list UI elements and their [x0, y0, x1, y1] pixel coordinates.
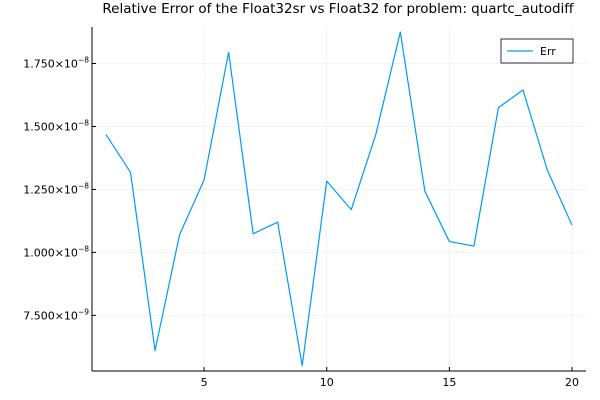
y-tick-label: 1.000×10−8 [23, 244, 89, 259]
y-tick-label: 1.250×10−8 [23, 181, 89, 196]
axes [91, 27, 586, 372]
legend-label: Err [540, 45, 556, 58]
legend: Err [500, 38, 574, 64]
x-tick-label: 5 [201, 376, 208, 389]
x-tick-label: 20 [565, 376, 579, 389]
series-line-err [105, 31, 573, 367]
grid [92, 27, 586, 371]
y-tick-label: 1.500×10−8 [23, 118, 89, 133]
tick-labels: 5 10 15 20 7.500×10−9 1.000×10−8 1.250×10−8 1.5… [23, 56, 579, 389]
series-layer [105, 31, 573, 367]
y-tick-label: 7.500×10−9 [23, 307, 89, 322]
x-tick-label: 15 [442, 376, 456, 389]
y-tick-label: 1.750×10−8 [23, 56, 89, 71]
x-tick-label: 10 [320, 376, 334, 389]
chart-title: Relative Error of the Float32sr vs Float… [102, 1, 574, 17]
